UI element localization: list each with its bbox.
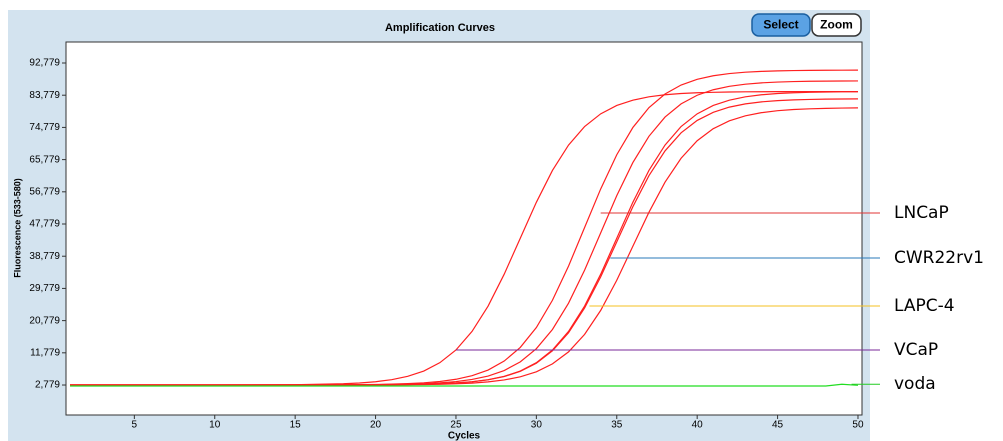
y-tick-label: 20,779 (29, 315, 60, 326)
select-button-box[interactable] (751, 13, 811, 37)
y-tick-label: 65,779 (29, 154, 60, 165)
x-tick-label: 15 (290, 420, 302, 431)
chart-title: Amplification Curves (385, 22, 495, 34)
annotation-label: VCaP (894, 340, 938, 360)
x-tick-label: 25 (450, 420, 462, 431)
annotation-label: voda (894, 374, 936, 394)
curves (70, 69, 859, 387)
x-tick-label: 20 (370, 420, 382, 431)
y-tick-label: 29,779 (29, 283, 60, 294)
y-axis-label: Fluorescence (533-580) (12, 178, 22, 278)
y-tick-label: 2,779 (35, 380, 60, 391)
zoom-button[interactable]: Zoom (811, 13, 862, 37)
y-tick-label: 74,779 (29, 122, 60, 133)
x-tick-label: 10 (209, 420, 221, 431)
y-tick-label: 11,779 (30, 347, 60, 358)
x-axis-label: Cycles (448, 431, 481, 441)
select-button-label[interactable]: Select (763, 18, 798, 32)
x-tick-label: 5 (132, 420, 138, 431)
y-tick-label: 92,779 (29, 58, 60, 69)
curve (70, 383, 859, 387)
zoom-button-box[interactable] (811, 13, 862, 37)
y-tick-label: 47,779 (29, 219, 60, 230)
zoom-button-label[interactable]: Zoom (820, 18, 853, 32)
annotation-label: LAPC-4 (894, 296, 955, 316)
x-tick-label: 40 (692, 420, 704, 431)
select-button[interactable]: Select (751, 13, 811, 37)
y-tick-label: 56,779 (29, 186, 60, 197)
annotation-label: LNCaP (894, 203, 949, 223)
annotation-label: CWR22rv1 (894, 248, 984, 268)
x-tick-label: 30 (531, 420, 543, 431)
y-tick-label: 38,779 (29, 251, 60, 262)
curve (70, 107, 858, 386)
x-tick-label: 35 (611, 420, 623, 431)
x-tick-label: 45 (772, 420, 784, 431)
plot-area (65, 41, 863, 416)
y-tick-label: 83,779 (29, 90, 60, 101)
curve (70, 90, 858, 386)
x-tick-label: 50 (852, 420, 864, 431)
